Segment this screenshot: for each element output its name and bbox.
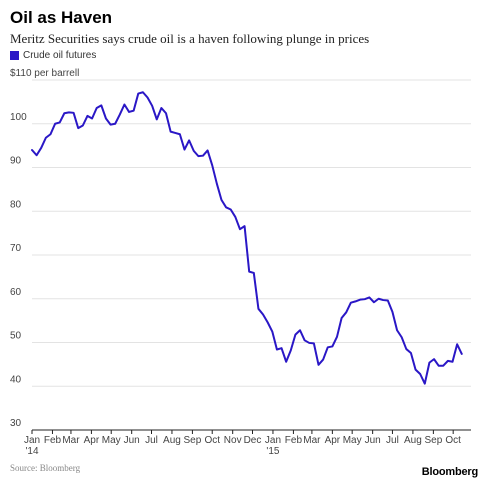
series-line-crude-oil-futures	[31, 91, 463, 385]
chart-title: Oil as Haven	[10, 8, 113, 27]
legend: Crude oil futures	[10, 50, 96, 61]
x-tick-label: Aug	[404, 435, 422, 446]
x-tick-label: Feb	[285, 435, 303, 446]
x-tick-label: Apr	[84, 435, 100, 446]
y-tick-label: 60	[10, 287, 22, 298]
x-tick-label: Jan	[265, 435, 281, 446]
x-tick-label: Nov	[224, 435, 242, 446]
y-tick-label: 100	[10, 112, 27, 123]
x-tick-sublabel: '14	[25, 446, 38, 457]
x-tick-label: Jan	[24, 435, 40, 446]
x-tick-sublabel: '15	[266, 446, 279, 457]
y-tick-label: 40	[10, 374, 22, 385]
y-tick-label: 80	[10, 199, 22, 210]
x-tick-label: Oct	[204, 435, 220, 446]
y-tick-label: $110 per barrell	[10, 68, 79, 79]
x-tick-label: May	[343, 435, 362, 446]
x-tick-label: Jul	[386, 435, 399, 446]
x-tick-label: Mar	[62, 435, 80, 446]
legend-swatch	[10, 51, 19, 60]
x-tick-label: May	[102, 435, 121, 446]
y-tick-label: 90	[10, 156, 22, 167]
x-tick-label: Oct	[445, 435, 461, 446]
y-tick-label: 70	[10, 243, 22, 254]
x-tick-label: Jun	[365, 435, 381, 446]
legend-label: Crude oil futures	[23, 50, 97, 61]
x-tick-label: Sep	[184, 435, 202, 446]
x-tick-label: Jun	[124, 435, 140, 446]
chart-subtitle: Meritz Securities says crude oil is a ha…	[10, 31, 370, 46]
x-tick-label: Jul	[145, 435, 158, 446]
y-tick-label: 50	[10, 331, 22, 342]
line-chart: $110 per barrell10090807060504030Jan'14F…	[10, 68, 471, 457]
source-note: Source: Bloomberg	[10, 463, 81, 473]
x-tick-label: Dec	[244, 435, 262, 446]
x-tick-label: Mar	[303, 435, 321, 446]
x-tick-label: Sep	[424, 435, 442, 446]
x-tick-label: Feb	[44, 435, 62, 446]
bloomberg-logo: Bloomberg	[421, 466, 478, 478]
x-tick-label: Apr	[325, 435, 341, 446]
y-tick-label: 30	[10, 418, 22, 429]
x-tick-label: Aug	[163, 435, 181, 446]
